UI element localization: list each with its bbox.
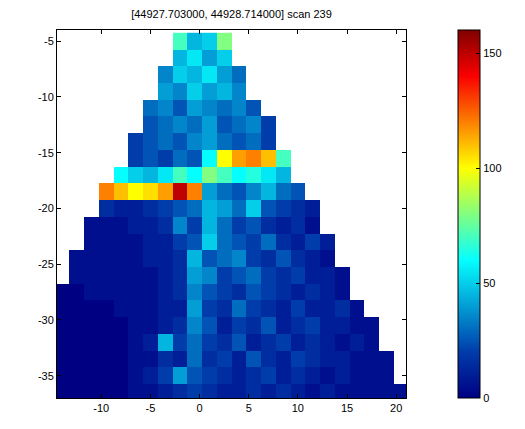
svg-text:-5: -5 bbox=[145, 402, 155, 414]
svg-text:100: 100 bbox=[483, 162, 501, 174]
svg-text:-5: -5 bbox=[44, 35, 54, 47]
svg-text:-20: -20 bbox=[38, 202, 54, 214]
svg-text:-10: -10 bbox=[38, 91, 54, 103]
svg-text:50: 50 bbox=[483, 277, 495, 289]
svg-text:-15: -15 bbox=[38, 147, 54, 159]
svg-text:-25: -25 bbox=[38, 258, 54, 270]
svg-text:[44927.703000, 44928.714000] s: [44927.703000, 44928.714000] scan 239 bbox=[131, 8, 332, 20]
svg-text:0: 0 bbox=[196, 402, 202, 414]
svg-text:-35: -35 bbox=[38, 370, 54, 382]
svg-text:-30: -30 bbox=[38, 314, 54, 326]
svg-text:0: 0 bbox=[483, 392, 489, 404]
svg-text:150: 150 bbox=[483, 47, 501, 59]
svg-text:10: 10 bbox=[292, 402, 304, 414]
svg-text:-10: -10 bbox=[93, 402, 109, 414]
svg-text:5: 5 bbox=[246, 402, 252, 414]
svg-text:15: 15 bbox=[341, 402, 353, 414]
svg-text:20: 20 bbox=[390, 402, 402, 414]
